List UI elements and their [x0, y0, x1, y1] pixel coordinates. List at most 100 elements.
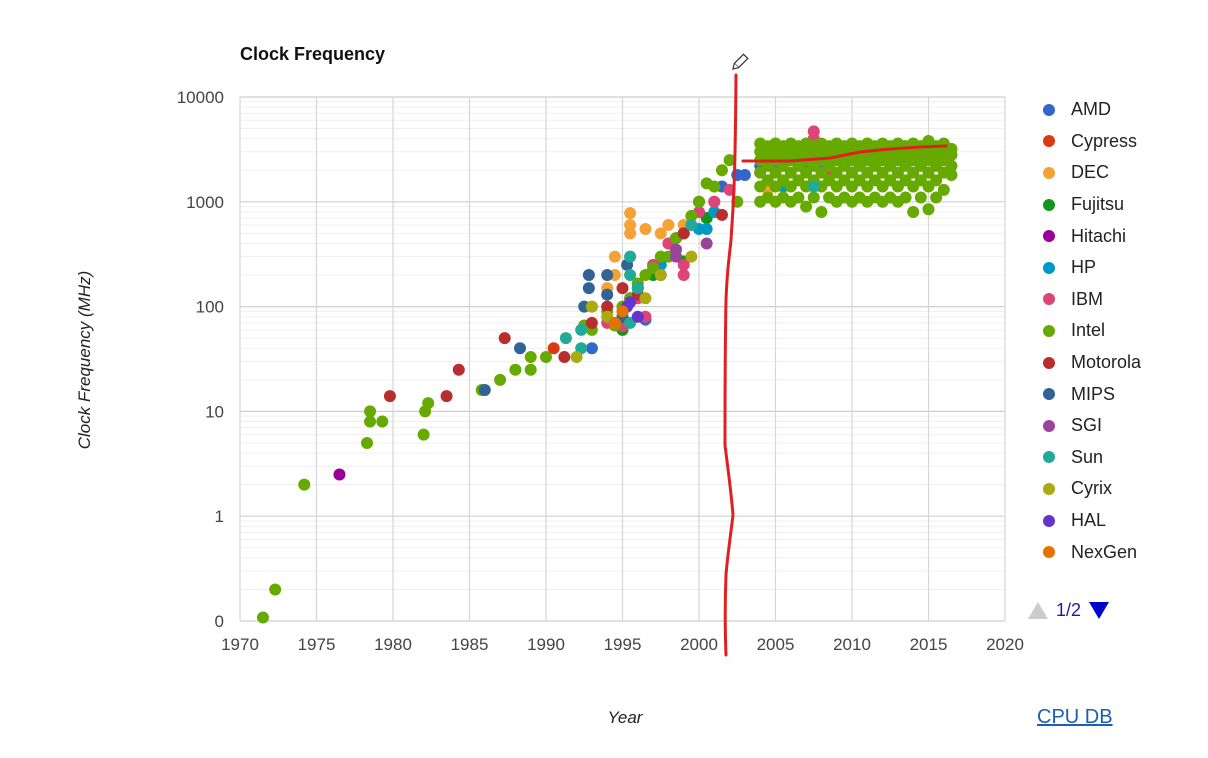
legend-marker: [1043, 230, 1055, 243]
data-point-nexgen: [616, 305, 629, 318]
data-point-sun: [559, 332, 572, 345]
legend-item-hal[interactable]: HAL: [1040, 505, 1141, 537]
data-point-intel: [800, 200, 813, 213]
legend-label: Hitachi: [1071, 225, 1127, 246]
data-point-intel: [907, 205, 920, 218]
legend-item-hp[interactable]: HP: [1040, 252, 1141, 284]
data-point-intel: [417, 428, 430, 441]
legend-label: HP: [1071, 257, 1097, 278]
legend-label: Motorola: [1071, 352, 1142, 373]
data-point-hitachi: [333, 468, 346, 481]
x-tick-label: 1980: [374, 635, 412, 654]
data-point-sun: [575, 323, 588, 336]
y-tick-label: 1000: [186, 193, 224, 212]
data-point-intel: [360, 436, 373, 449]
legend: AMD Cypress DEC Fujitsu Hitachi HP IBM Intel Mot…: [1040, 94, 1141, 568]
data-point-motorola: [601, 300, 614, 313]
data-point-intel: [364, 415, 377, 428]
legend-marker: [1043, 514, 1055, 527]
legend-label: IBM: [1071, 288, 1104, 309]
data-point-dec: [624, 227, 637, 240]
data-point-cyrix: [685, 250, 698, 263]
hand-annotation: [723, 73, 948, 657]
legend-item-hitachi[interactable]: Hitachi: [1040, 220, 1141, 252]
legend-marker: [1043, 103, 1055, 116]
legend-marker: [1043, 166, 1055, 179]
data-point-intel: [422, 397, 435, 410]
y-tick-label: 10: [205, 402, 224, 421]
data-point-intel: [685, 209, 698, 222]
x-tick-label: 1990: [527, 635, 565, 654]
legend-marker: [1043, 419, 1055, 432]
legend-item-sun[interactable]: Sun: [1040, 442, 1141, 474]
data-point-intel: [364, 405, 377, 418]
legend-item-ibm[interactable]: IBM: [1040, 284, 1141, 316]
data-point-sun: [807, 180, 820, 193]
data-point-mips: [478, 384, 491, 397]
data-point-intel: [815, 205, 828, 218]
data-point-ibm: [677, 269, 690, 282]
legend-marker: [1043, 261, 1055, 274]
data-point-nexgen: [608, 316, 621, 329]
data-point-sun: [624, 269, 637, 282]
data-point-dec: [639, 223, 652, 236]
data-point-intel: [494, 373, 507, 386]
legend-item-fujitsu[interactable]: Fujitsu: [1040, 189, 1141, 221]
data-point-intel: [298, 478, 311, 491]
chart-title: Clock Frequency: [240, 44, 386, 64]
data-point-cyrix: [570, 351, 583, 364]
legend-marker: [1043, 388, 1055, 401]
legend-label: Cypress: [1071, 130, 1138, 151]
data-point-intel: [256, 611, 269, 624]
legend-item-cypress[interactable]: Cypress: [1040, 126, 1141, 158]
legend-item-motorola[interactable]: Motorola: [1040, 347, 1141, 379]
data-point-intel: [937, 183, 950, 196]
data-point-intel: [269, 583, 282, 596]
data-point-sun: [624, 250, 637, 263]
data-point-intel: [647, 262, 660, 275]
data-point-dec: [608, 250, 621, 263]
data-point-mips: [582, 282, 595, 295]
data-point-intel: [945, 169, 958, 182]
data-point-hp: [700, 223, 713, 236]
legend-item-sgi[interactable]: SGI: [1040, 410, 1141, 442]
x-tick-label: 1970: [221, 635, 259, 654]
legend-item-intel[interactable]: Intel: [1040, 315, 1141, 347]
y-tick-label: 10000: [177, 88, 224, 107]
legend-marker: [1043, 482, 1055, 495]
data-point-dec: [624, 219, 637, 232]
cpu-db-link[interactable]: CPU DB: [1037, 706, 1113, 728]
data-point-mips: [601, 288, 614, 301]
data-point-sun: [631, 282, 644, 295]
data-point-amd: [585, 342, 598, 355]
legend-label: MIPS: [1071, 383, 1116, 404]
x-tick-label: 2005: [757, 635, 795, 654]
data-point-intel: [524, 363, 537, 376]
triangle-up-icon[interactable]: [1028, 602, 1048, 619]
legend-label: AMD: [1071, 99, 1111, 120]
x-axis-label: Year: [607, 708, 643, 727]
data-point-hal: [624, 296, 637, 309]
legend-item-nexgen[interactable]: NexGen: [1040, 536, 1141, 568]
y-tick-label: 1: [215, 507, 224, 526]
data-point-cyrix: [654, 269, 667, 282]
data-point-intel: [509, 363, 522, 376]
legend-label: Cyrix: [1071, 478, 1112, 499]
data-point-intel: [708, 180, 721, 193]
data-point-sun: [685, 219, 698, 232]
legend-item-dec[interactable]: DEC: [1040, 157, 1141, 189]
legend-item-amd[interactable]: AMD: [1040, 94, 1141, 126]
legend-item-mips[interactable]: MIPS: [1040, 378, 1141, 410]
data-point-ibm: [708, 195, 721, 208]
data-point-motorola: [452, 363, 465, 376]
legend-page-indicator: 1/2: [1056, 600, 1082, 620]
data-point-motorola: [440, 390, 453, 403]
data-point-motorola: [715, 208, 728, 221]
legend-item-cyrix[interactable]: Cyrix: [1040, 473, 1141, 505]
x-tick-label: 2010: [833, 635, 871, 654]
triangle-down-icon[interactable]: [1089, 602, 1110, 619]
x-tick-label: 1995: [604, 635, 642, 654]
legend-marker: [1043, 324, 1055, 337]
legend-label: DEC: [1071, 162, 1110, 183]
